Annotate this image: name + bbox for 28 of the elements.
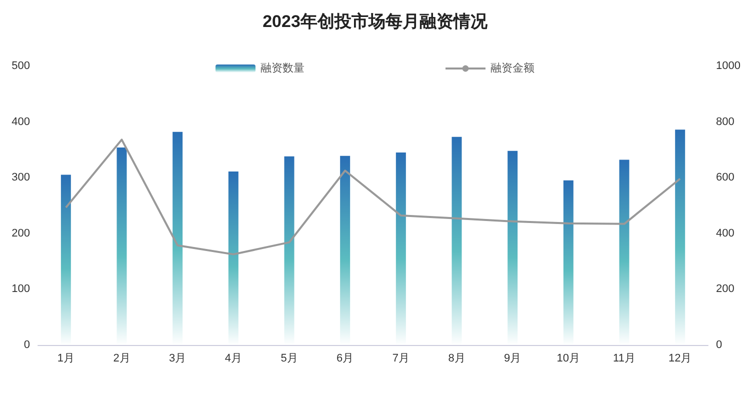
y-tick-label: 300	[12, 172, 30, 184]
x-tick-label: 5月	[280, 352, 298, 364]
y2-tick-label: 800	[716, 116, 734, 128]
x-tick-label: 10月	[556, 352, 580, 364]
chart-title: 2023年创投市场每月融资情况	[262, 12, 488, 31]
x-tick-label: 1月	[57, 352, 74, 364]
x-tick-label: 12月	[668, 352, 692, 364]
y2-tick-label: 0	[716, 339, 722, 351]
y2-tick-label: 1000	[716, 60, 740, 72]
y-tick-label: 0	[24, 339, 30, 351]
legend-label: 融资金额	[490, 62, 534, 74]
y2-tick-label: 200	[716, 283, 734, 296]
x-tick-label: 2月	[113, 352, 130, 364]
y-tick-label: 500	[12, 60, 30, 72]
y2-tick-label: 600	[716, 172, 734, 184]
y-tick-label: 400	[12, 116, 30, 128]
x-tick-label: 8月	[448, 352, 466, 364]
x-tick-label: 11月	[613, 352, 636, 364]
y2-tick-label: 400	[716, 227, 734, 240]
line-series	[64, 138, 682, 256]
y-tick-label: 200	[12, 227, 30, 240]
legend-label: 融资数量	[260, 62, 304, 74]
x-tick-label: 7月	[392, 352, 410, 364]
x-tick-label: 3月	[169, 352, 186, 364]
x-tick-label: 4月	[224, 352, 242, 364]
y-tick-label: 100	[12, 283, 30, 296]
x-tick-label: 6月	[336, 352, 354, 364]
x-tick-label: 9月	[504, 352, 522, 364]
